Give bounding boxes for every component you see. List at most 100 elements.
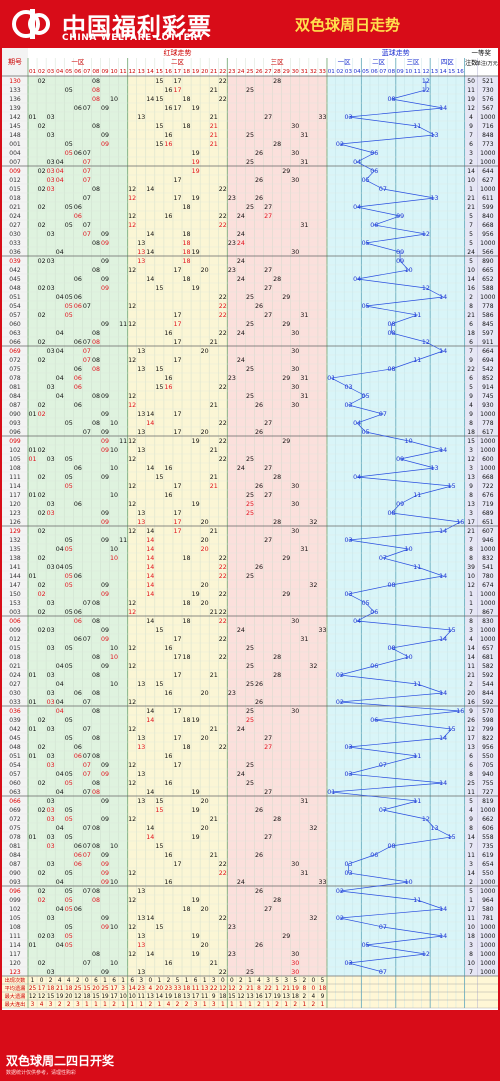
red-ball-mark: 05	[65, 204, 73, 211]
red-ball-mark: 21	[210, 87, 218, 94]
red-ball-mark: 17	[173, 762, 181, 769]
stats-value: 4	[148, 986, 152, 992]
red-ball-mark: 17	[173, 429, 181, 436]
blue-ball-mark: 06	[370, 852, 378, 859]
red-ball-mark: 13	[137, 888, 145, 895]
red-ball-mark: 03	[47, 969, 55, 976]
red-ball-mark: 05	[65, 816, 73, 823]
red-ball-mark: 24	[237, 771, 245, 778]
prize-count-cell: 6	[469, 375, 473, 382]
stats-value: 1	[31, 978, 35, 984]
red-ball-mark: 05	[65, 933, 73, 940]
red-ball-mark: 30	[291, 249, 299, 256]
red-ball-mark: 14	[146, 717, 154, 724]
issue-number-cell: 045	[9, 735, 21, 742]
issue-number-cell: 072	[9, 816, 21, 823]
red-ball-mark: 05	[65, 735, 73, 742]
prize-count-cell: 5	[469, 213, 473, 220]
prize-unit-cell: 607	[482, 528, 494, 535]
red-ball-mark: 11	[119, 438, 127, 445]
red-ball-mark: 18	[183, 231, 191, 238]
issue-number-cell: 033	[9, 699, 21, 706]
red-ball-mark: 19	[192, 897, 200, 904]
blue-ball-mark: 07	[379, 969, 387, 976]
blue-trend-line	[330, 81, 462, 973]
red-ball-mark: 07	[83, 825, 91, 832]
red-ball-mark: 17	[173, 654, 181, 661]
prize-count-cell: 10	[467, 924, 475, 931]
issue-number-cell: 030	[9, 231, 21, 238]
red-ball-mark: 25	[246, 393, 254, 400]
red-ball-mark: 05	[65, 906, 73, 913]
prize-unit-cell: 566	[482, 249, 494, 256]
red-ball-mark: 25	[246, 573, 254, 580]
red-ball-mark: 28	[273, 474, 281, 481]
red-ball-mark: 06	[74, 690, 82, 697]
prize-unit-cell: 676	[482, 492, 494, 499]
prize-count-cell: 14	[467, 168, 475, 175]
prize-count-cell: 12	[467, 105, 475, 112]
red-ball-mark: 03	[47, 384, 55, 391]
red-ball-mark: 05	[65, 888, 73, 895]
red-ball-mark: 14	[146, 96, 154, 103]
prize-unit-cell: 940	[482, 771, 494, 778]
logo-chinese-text: 中国福利彩票	[62, 13, 212, 41]
blue-ball-mark: 05	[362, 177, 370, 184]
issue-number-cell: 039	[9, 258, 21, 265]
red-ball-mark: 22	[219, 384, 227, 391]
red-ball-mark: 08	[92, 96, 100, 103]
red-ball-mark: 08	[92, 366, 100, 373]
red-ball-mark: 03	[47, 231, 55, 238]
prize-count-cell: 3	[469, 627, 473, 634]
blue-ball-mark: 03	[344, 771, 352, 778]
red-ball-mark: 09	[101, 438, 109, 445]
blue-number-column-label: 04	[354, 69, 362, 75]
red-ball-mark: 02	[38, 807, 46, 814]
prize-unit-cell: 735	[482, 843, 494, 850]
blue-number-column-label: 12	[422, 69, 429, 75]
blue-ball-mark: 03	[344, 384, 352, 391]
issue-number-cell: 075	[9, 825, 21, 832]
blue-ball-mark: 01	[327, 375, 335, 382]
red-ball-mark: 04	[56, 708, 64, 715]
red-ball-mark: 10	[110, 96, 118, 103]
red-ball-mark: 14	[146, 825, 154, 832]
red-ball-mark: 06	[74, 402, 82, 409]
prize-count-cell: 12	[467, 726, 475, 733]
red-ball-mark: 01	[29, 411, 37, 418]
red-ball-mark: 07	[83, 303, 91, 310]
prize-count-cell: 8	[469, 825, 473, 832]
red-ball-mark: 07	[83, 150, 91, 157]
prize-unit-cell: 681	[482, 654, 494, 661]
red-ball-mark: 05	[65, 546, 73, 553]
prize-unit-cell: 599	[482, 204, 494, 211]
red-number-column-label: 30	[292, 69, 300, 75]
logo-english-text: CHINA WELFARE LOTTERY	[62, 33, 205, 43]
stats-value: 18	[83, 994, 91, 1000]
red-ball-mark: 03	[47, 807, 55, 814]
header-bar: 中国福利彩票 CHINA WELFARE LOTTERY 双色球周日走势	[0, 0, 500, 48]
issue-number-cell: 007	[9, 159, 21, 166]
red-ball-mark: 25	[246, 717, 254, 724]
issue-number-cell: 054	[9, 762, 21, 769]
stats-value: 17	[110, 994, 118, 1000]
red-ball-mark: 05	[65, 564, 73, 571]
prize-count-cell: 10	[467, 267, 475, 274]
red-ball-mark: 08	[92, 393, 100, 400]
issue-number-cell: 087	[9, 861, 21, 868]
prize-count-cell: 7	[469, 222, 473, 229]
issue-number-cell: 105	[9, 915, 21, 922]
red-ball-mark: 15	[155, 141, 163, 148]
red-ball-mark: 22	[219, 618, 227, 625]
stats-value: 1	[275, 986, 279, 992]
prize-count-cell: 19	[467, 96, 475, 103]
issue-number-cell: 096	[9, 429, 21, 436]
red-number-column-label: 12	[129, 69, 136, 75]
red-ball-mark: 30	[291, 384, 299, 391]
red-ball-mark: 16	[164, 213, 172, 220]
prize-unit-cell: 840	[482, 213, 494, 220]
red-ball-mark: 28	[273, 897, 281, 904]
issue-number-cell: 102	[9, 906, 21, 913]
stats-value: 2	[148, 1002, 152, 1008]
prize-count-cell: 11	[467, 663, 475, 670]
